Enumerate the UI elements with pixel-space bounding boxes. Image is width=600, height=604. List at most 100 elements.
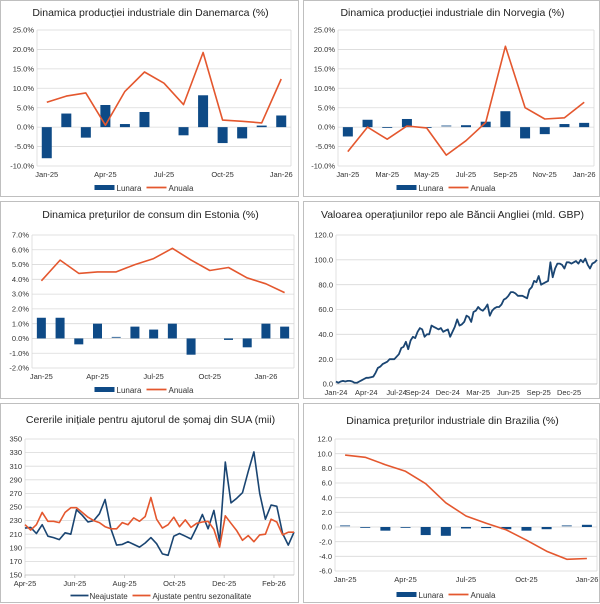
- y-tick-label: 0.0: [323, 380, 333, 389]
- bar-lunara: [380, 527, 391, 531]
- chart-svg: Valoarea operațiunilor repo ale Băncii A…: [314, 209, 598, 397]
- y-tick-label: -10.0%: [311, 162, 335, 171]
- chart-title: Valoarea operațiunilor repo ale Băncii A…: [321, 209, 584, 221]
- y-tick-label: 60.0: [318, 305, 333, 314]
- x-tick-label: Oct-25: [163, 579, 186, 588]
- bar-lunara: [400, 527, 411, 528]
- x-tick-label: Jul-25: [456, 575, 476, 584]
- y-tick-label: 10.0%: [13, 84, 35, 93]
- bar-lunara: [74, 338, 84, 345]
- x-tick-label: Jan-25: [336, 170, 359, 179]
- bar-lunara: [261, 323, 271, 339]
- x-tick-label: Oct-25: [199, 372, 222, 381]
- y-tick-label: 270: [9, 489, 22, 498]
- line-anuala: [40, 247, 285, 294]
- x-tick-label: Sep-25: [493, 170, 517, 179]
- y-tick-label: 40.0: [318, 330, 333, 339]
- y-tick-label: 350: [9, 435, 22, 444]
- y-tick-label: 2.0%: [12, 304, 29, 313]
- x-tick-label: Jan-26: [270, 170, 293, 179]
- chart-title: Dinamica producției industriale din Norv…: [340, 7, 564, 19]
- x-tick-label: Feb-26: [262, 579, 286, 588]
- x-tick-label: Jan-25: [334, 575, 357, 584]
- y-tick-label: -6.0: [319, 567, 332, 576]
- x-tick-label: Dec-25: [557, 388, 581, 397]
- bar-lunara: [501, 527, 512, 530]
- y-tick-label: 20.0: [318, 355, 333, 364]
- line-repo: [335, 257, 598, 384]
- y-tick-label: 190: [9, 543, 22, 552]
- y-tick-label: 6.0: [322, 479, 332, 488]
- bar-lunara: [198, 95, 209, 128]
- y-tick-label: 4.0: [322, 493, 332, 502]
- bar-lunara: [178, 127, 189, 136]
- legend-label: Lunara: [419, 184, 444, 193]
- x-tick-label: Jan-26: [573, 170, 596, 179]
- y-tick-label: 12.0: [317, 435, 332, 444]
- chart-svg: Dinamica prețurilor industriale din Braz…: [317, 415, 598, 600]
- bar-lunara: [382, 127, 393, 128]
- bar-lunara: [362, 119, 373, 128]
- legend-label: Lunara: [117, 386, 142, 395]
- bar-lunara: [149, 329, 159, 339]
- chart-denmark-industrial-production: Dinamica producției industriale din Dane…: [0, 0, 299, 197]
- x-tick-label: Jul-24: [386, 388, 406, 397]
- legend-label: Lunara: [419, 591, 444, 600]
- y-tick-label: 210: [9, 530, 22, 539]
- chart-title: Dinamica producției industriale din Dane…: [32, 7, 268, 19]
- bar-lunara: [61, 113, 72, 128]
- x-tick-label: Apr-25: [86, 372, 109, 381]
- x-tick-label: Nov-25: [533, 170, 557, 179]
- x-tick-label: Jun-25: [63, 579, 86, 588]
- y-tick-label: 330: [9, 448, 22, 457]
- chart-us-jobless-claims: Cererile inițiale pentru ajutorul de șom…: [0, 403, 299, 603]
- y-tick-label: -2.0%: [9, 364, 29, 373]
- chart-title: Cererile inițiale pentru ajutorul de șom…: [26, 414, 275, 426]
- bar-lunara: [441, 125, 452, 127]
- bar-lunara: [539, 127, 550, 135]
- chart-svg: Dinamica producției industriale din Dane…: [10, 7, 293, 193]
- y-tick-label: 8.0: [322, 464, 332, 473]
- bar-lunara: [139, 111, 150, 128]
- line-ajustate: [24, 496, 294, 548]
- x-tick-label: Jul-25: [154, 170, 174, 179]
- bar-lunara: [360, 527, 371, 528]
- bar-lunara: [55, 317, 65, 339]
- y-tick-label: 3.0%: [12, 290, 29, 299]
- legend-swatch-lunara: [94, 387, 115, 392]
- legend-swatch-lunara: [396, 592, 417, 597]
- bar-lunara: [217, 127, 228, 144]
- y-tick-label: 15.0%: [314, 64, 336, 73]
- bar-lunara: [559, 124, 570, 128]
- bar-lunara: [342, 127, 353, 137]
- bar-lunara: [581, 524, 592, 527]
- bar-lunara: [111, 336, 121, 338]
- bar-lunara: [420, 527, 431, 536]
- bar-lunara: [36, 317, 46, 339]
- legend-label: Neajustate: [90, 592, 129, 601]
- x-tick-label: Dec-25: [212, 579, 236, 588]
- x-tick-label: Jan-24: [325, 388, 348, 397]
- x-tick-label: Mar-25: [375, 170, 399, 179]
- y-tick-label: 4.0%: [12, 275, 29, 284]
- bar-lunara: [167, 323, 177, 339]
- x-tick-label: Dec-24: [436, 388, 460, 397]
- y-tick-label: 20.0%: [13, 45, 35, 54]
- legend-label: Anuala: [471, 591, 496, 600]
- x-tick-label: May-25: [414, 170, 439, 179]
- y-tick-label: 310: [9, 462, 22, 471]
- y-tick-label: 5.0%: [12, 260, 29, 269]
- x-tick-label: Jan-25: [35, 170, 58, 179]
- y-tick-label: 100.0: [314, 255, 333, 264]
- bar-lunara: [521, 527, 532, 531]
- y-tick-label: 7.0%: [12, 231, 29, 240]
- x-tick-label: Jul-25: [456, 170, 476, 179]
- bar-lunara: [256, 125, 267, 128]
- bar-lunara: [541, 527, 552, 530]
- x-tick-label: Sep-24: [405, 388, 429, 397]
- bar-lunara: [93, 323, 102, 339]
- y-tick-label: 2.0: [322, 508, 332, 517]
- x-tick-label: Mar-25: [466, 388, 490, 397]
- bar-lunara: [520, 127, 531, 139]
- y-tick-label: 0.0%: [17, 123, 34, 132]
